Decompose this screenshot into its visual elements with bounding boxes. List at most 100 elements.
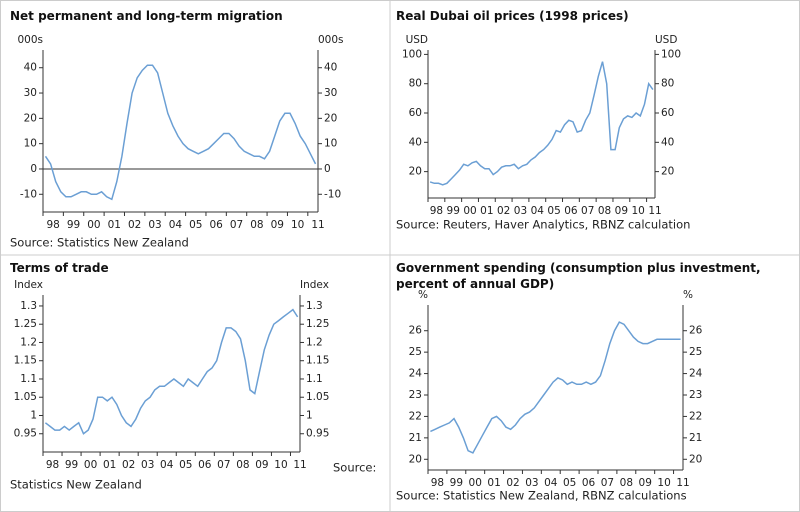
- x-tick-label: 07: [230, 219, 243, 231]
- y-tick-label: 0.95: [306, 428, 329, 440]
- y-tick-label: 1.05: [306, 391, 329, 403]
- y-tick-label: 1.1: [20, 373, 37, 385]
- x-tick-label: 02: [128, 219, 141, 231]
- y-tick-label: 40: [324, 62, 337, 74]
- y-tick-label: 40: [24, 62, 37, 74]
- y-tick-label: 1.2: [20, 336, 37, 348]
- x-tick-label: 04: [169, 219, 183, 231]
- y-tick-label: 10: [24, 138, 37, 150]
- x-tick-label: 01: [103, 459, 116, 471]
- x-tick-label: 09: [615, 205, 628, 217]
- data-line: [44, 64, 317, 201]
- x-tick-label: 00: [463, 205, 476, 217]
- x-tick-label: 10: [274, 459, 287, 471]
- y-unit: Index: [14, 279, 43, 291]
- y-unit: Index: [300, 279, 329, 291]
- y-tick-label: 20: [409, 453, 422, 465]
- x-tick-label: 99: [65, 459, 78, 471]
- x-tick-label: 09: [255, 459, 268, 471]
- y-tick-label: 100: [661, 48, 681, 60]
- x-tick-label: 04: [531, 205, 545, 217]
- y-tick-label: 1.15: [306, 355, 329, 367]
- y-tick-label: -10: [20, 188, 37, 200]
- y-tick-label: 1.2: [306, 336, 323, 348]
- x-tick-label: 03: [525, 477, 538, 489]
- x-tick-label: 04: [544, 477, 558, 489]
- source: Source: Statistics New Zealand: [10, 236, 189, 250]
- y-tick-label: 20: [689, 453, 702, 465]
- y-tick-label: 60: [409, 107, 422, 119]
- x-tick-label: 07: [217, 459, 230, 471]
- x-tick-label: 06: [564, 205, 578, 217]
- x-tick-label: 00: [84, 459, 97, 471]
- y-tick-label: 24: [409, 368, 423, 380]
- chart-title: Net permanent and long-term migration: [10, 9, 283, 23]
- y-tick-label: 40: [661, 136, 674, 148]
- x-tick-label: 00: [469, 477, 482, 489]
- x-tick-label: 01: [108, 219, 121, 231]
- x-tick-label: 06: [198, 459, 212, 471]
- x-tick-label: 05: [189, 219, 202, 231]
- x-tick-label: 05: [547, 205, 560, 217]
- chart-title: Real Dubai oil prices (1998 prices): [396, 9, 629, 23]
- x-tick-label: 08: [236, 459, 249, 471]
- source: Source: Reuters, Haver Analytics, RBNZ c…: [396, 218, 690, 232]
- y-tick-label: 21: [409, 432, 422, 444]
- y-tick-label: 20: [324, 112, 337, 124]
- y-tick-label: 1.25: [306, 318, 329, 330]
- y-tick-label: -10: [324, 188, 341, 200]
- y-tick-label: 1.3: [306, 300, 323, 312]
- x-tick-label: 05: [179, 459, 192, 471]
- x-tick-label: 03: [514, 205, 527, 217]
- x-tick-label: 07: [601, 477, 614, 489]
- data-line: [44, 308, 299, 435]
- y-tick-label: 26: [689, 325, 703, 337]
- y-tick-label: 40: [409, 136, 422, 148]
- y-tick-label: 26: [409, 325, 423, 337]
- y-tick-label: 1.3: [20, 300, 37, 312]
- y-tick-label: 80: [661, 78, 674, 90]
- y-tick-label: 0: [30, 163, 37, 175]
- x-tick-label: 02: [497, 205, 510, 217]
- y-tick-label: 21: [689, 432, 702, 444]
- source: Statistics New Zealand: [10, 478, 142, 492]
- x-tick-label: 04: [160, 459, 174, 471]
- x-tick-label: 10: [631, 205, 644, 217]
- y-tick-label: 23: [409, 389, 422, 401]
- y-tick-label: 60: [661, 107, 674, 119]
- y-tick-label: 10: [324, 138, 337, 150]
- y-tick-label: 30: [324, 87, 337, 99]
- y-tick-label: 23: [689, 389, 702, 401]
- y-tick-label: 20: [409, 166, 422, 178]
- source: Source: Statistics New Zealand, RBNZ cal…: [396, 489, 687, 503]
- x-tick-label: 11: [311, 219, 324, 231]
- y-unit: %: [683, 289, 693, 301]
- x-tick-label: 06: [209, 219, 223, 231]
- x-tick-label: 09: [639, 477, 652, 489]
- y-tick-label: 100: [402, 48, 422, 60]
- y-tick-label: 1.15: [14, 355, 37, 367]
- x-tick-label: 08: [620, 477, 633, 489]
- y-tick-label: 25: [689, 346, 702, 358]
- y-tick-label: 20: [661, 166, 674, 178]
- y-tick-label: 25: [409, 346, 422, 358]
- x-tick-label: 10: [291, 219, 304, 231]
- x-tick-label: 06: [582, 477, 596, 489]
- x-tick-label: 11: [676, 477, 689, 489]
- x-tick-label: 07: [581, 205, 594, 217]
- y-unit: 000s: [17, 34, 43, 46]
- x-tick-label: 02: [122, 459, 135, 471]
- x-tick-label: 01: [480, 205, 493, 217]
- y-tick-label: 1.1: [306, 373, 323, 385]
- y-tick-label: 1: [30, 409, 37, 421]
- chart-title: Terms of trade: [10, 261, 109, 275]
- y-unit: USD: [655, 34, 677, 46]
- x-tick-label: 01: [487, 477, 500, 489]
- data-line: [429, 61, 654, 186]
- y-tick-label: 1.25: [14, 318, 37, 330]
- x-tick-label: 08: [598, 205, 611, 217]
- x-tick-label: 00: [87, 219, 100, 231]
- x-tick-label: 98: [46, 219, 59, 231]
